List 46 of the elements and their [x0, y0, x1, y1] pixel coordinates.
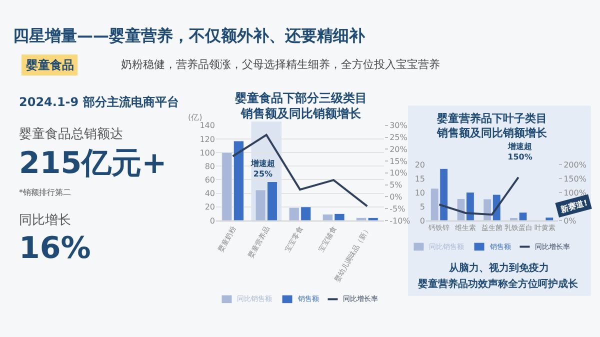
y-tick-label: 40: [204, 189, 215, 198]
y2-tick-label: 200%: [564, 160, 587, 170]
y-tick-label: 100: [200, 148, 215, 158]
chart-title: 婴童营养品下叶子类目销售额及同比销额增长: [436, 112, 548, 140]
y-tick-label: 80: [204, 162, 215, 171]
y2-tick-label: 100%: [564, 188, 587, 198]
y2-tick-label: 0%: [390, 192, 403, 202]
y2-tick-label: 150%: [564, 174, 587, 184]
chart-title: 婴童食品下部分三级类目销售额及同比销额增长: [234, 91, 367, 121]
text: 同比增长: [19, 213, 71, 228]
text: *销额排行第二: [19, 188, 71, 197]
y2-tick-label: 5%: [390, 180, 403, 190]
text: 奶粉稳健，营养品领涨，父母选择精生细养，全方位投入宝宝营养: [121, 58, 440, 71]
text: 从脑力、视力到免疫力: [448, 262, 549, 274]
text: 婴童营养品功效声称全方位呵护成长: [417, 278, 579, 290]
y-tick-label: 0: [420, 216, 425, 226]
y2-tick-label: 30%: [390, 121, 408, 130]
y-tick-label: 120: [200, 134, 215, 144]
annotation: 增速超 25%: [250, 159, 275, 178]
line-series: [438, 176, 520, 216]
y-tick-label: 10: [414, 188, 425, 198]
text: 婴童食品: [25, 58, 74, 72]
y2-tick-label: 25%: [390, 133, 408, 142]
y-tick-label: 20: [414, 160, 425, 170]
text: 增速超 150%: [507, 142, 532, 162]
y-tick-label: 140: [200, 121, 215, 130]
y2-tick-label: -10%: [390, 216, 411, 226]
y-tick-label: 20: [204, 202, 215, 212]
y-tick-label: 0: [210, 216, 215, 226]
y-tick-label: 5: [420, 202, 425, 212]
y2-tick-label: 0%: [564, 216, 577, 226]
y-tick-label: 15: [414, 174, 425, 184]
text: 215亿元+: [19, 146, 167, 181]
y2-tick-label: -5%: [390, 204, 406, 214]
y-tick-label: 60: [204, 176, 215, 185]
text: 新赛道!: [558, 197, 589, 214]
line-series: [232, 134, 368, 208]
text: 四星增量——婴童营养，不仅额外补、还要精细补: [13, 26, 366, 45]
y2-tick-label: 15%: [390, 156, 408, 166]
text: 16%: [19, 231, 91, 266]
y2-tick-label: 20%: [390, 144, 408, 154]
bar: [545, 217, 554, 220]
y2-tick-label: 10%: [390, 168, 408, 178]
text: 婴童食品总销额达: [19, 126, 123, 142]
y-axis-title: (亿): [188, 113, 202, 122]
text: 2024.1-9 部分主流电商平台: [19, 95, 179, 109]
